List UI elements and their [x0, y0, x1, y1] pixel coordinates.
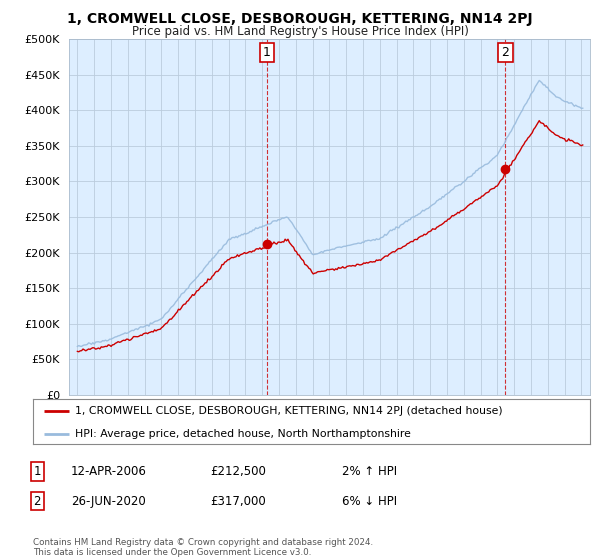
Text: 1, CROMWELL CLOSE, DESBOROUGH, KETTERING, NN14 2PJ: 1, CROMWELL CLOSE, DESBOROUGH, KETTERING… [67, 12, 533, 26]
Text: 26-JUN-2020: 26-JUN-2020 [71, 494, 146, 508]
Text: Price paid vs. HM Land Registry's House Price Index (HPI): Price paid vs. HM Land Registry's House … [131, 25, 469, 38]
Text: 2% ↑ HPI: 2% ↑ HPI [342, 465, 397, 478]
Text: 1: 1 [34, 465, 41, 478]
Text: £212,500: £212,500 [210, 465, 266, 478]
Text: 12-APR-2006: 12-APR-2006 [71, 465, 146, 478]
Text: Contains HM Land Registry data © Crown copyright and database right 2024.
This d: Contains HM Land Registry data © Crown c… [33, 538, 373, 557]
Text: 1: 1 [263, 46, 271, 59]
Text: £317,000: £317,000 [210, 494, 266, 508]
Text: 2: 2 [502, 46, 509, 59]
Text: 1, CROMWELL CLOSE, DESBOROUGH, KETTERING, NN14 2PJ (detached house): 1, CROMWELL CLOSE, DESBOROUGH, KETTERING… [75, 406, 502, 416]
Text: 2: 2 [34, 494, 41, 508]
Text: HPI: Average price, detached house, North Northamptonshire: HPI: Average price, detached house, Nort… [75, 428, 410, 438]
Text: 6% ↓ HPI: 6% ↓ HPI [342, 494, 397, 508]
